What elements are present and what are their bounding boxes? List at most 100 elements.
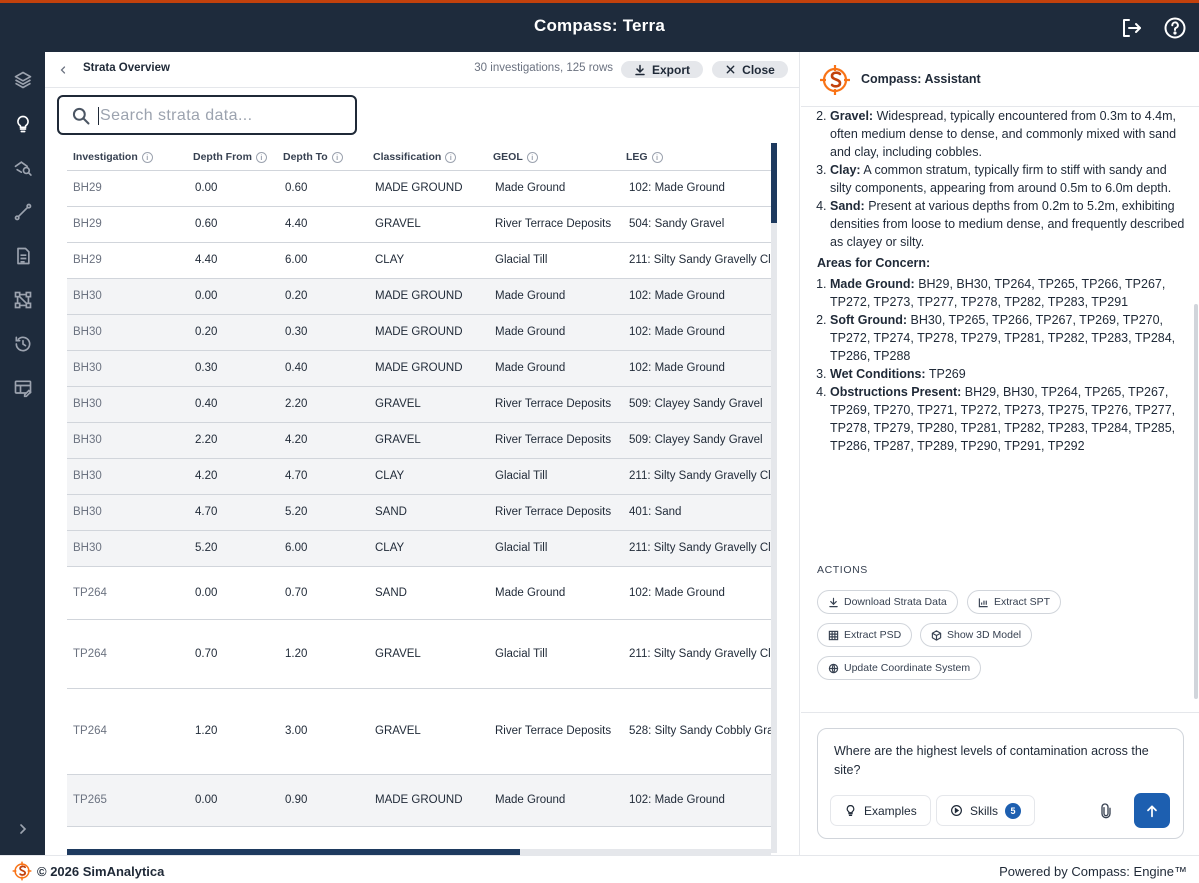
horizontal-scroll-thumb[interactable] bbox=[67, 849, 520, 856]
table-row[interactable]: TP264 0.00 0.70 SAND Made Ground 102: Made Gr… bbox=[67, 567, 771, 620]
info-icon[interactable]: i bbox=[526, 151, 538, 163]
column-header[interactable]: Classification i bbox=[373, 151, 457, 163]
list-item-label: Clay: bbox=[830, 163, 861, 177]
layers-icon[interactable] bbox=[8, 65, 37, 94]
close-button[interactable]: Close bbox=[712, 61, 788, 78]
info-icon[interactable]: i bbox=[141, 151, 153, 163]
table-cell: Made Ground bbox=[495, 326, 566, 338]
assistant-scrollbar[interactable] bbox=[1194, 304, 1198, 699]
column-header[interactable]: Depth From i bbox=[193, 151, 267, 163]
table-row[interactable]: BH30 4.70 5.20 SAND River Terrace Deposits 40… bbox=[67, 495, 771, 531]
table-cell: 401: Sand bbox=[629, 506, 682, 518]
history-icon[interactable] bbox=[8, 329, 37, 358]
table-row[interactable]: BH30 2.20 4.20 GRAVEL River Terrace Deposits… bbox=[67, 423, 771, 459]
table-cell: BH30 bbox=[73, 362, 102, 374]
table-cell: MADE GROUND bbox=[375, 290, 463, 302]
table-cell: 0.00 bbox=[195, 587, 218, 599]
search-box[interactable] bbox=[57, 95, 357, 135]
list-item: Wet Conditions: TP269 bbox=[830, 365, 1189, 383]
info-icon[interactable]: i bbox=[255, 151, 267, 163]
download-strata-button[interactable]: Download Strata Data bbox=[817, 590, 958, 614]
send-button[interactable] bbox=[1134, 793, 1170, 828]
vertical-scroll-thumb[interactable] bbox=[771, 143, 777, 223]
bar-chart-icon bbox=[978, 597, 989, 608]
table-row[interactable]: BH30 0.00 0.20 MADE GROUND Made Ground 102: M… bbox=[67, 279, 771, 315]
table-cell: Made Ground bbox=[495, 290, 566, 302]
table-edit-icon[interactable] bbox=[8, 373, 37, 402]
table-cell: 0.60 bbox=[195, 218, 218, 230]
line-measure-icon[interactable] bbox=[8, 197, 37, 226]
table-cell: 211: Silty Sandy Gravelly Clay bbox=[629, 542, 771, 554]
table-cell: 0.00 bbox=[195, 182, 218, 194]
lightbulb-icon[interactable] bbox=[8, 109, 37, 138]
table-cell: Made Ground bbox=[495, 182, 566, 194]
export-label: Export bbox=[651, 62, 690, 77]
list-item-text: A common stratum, typically firm to stif… bbox=[830, 163, 1172, 195]
table-cell: TP265 bbox=[73, 794, 107, 806]
horizontal-scrollbar[interactable] bbox=[67, 849, 771, 856]
document-icon[interactable] bbox=[8, 241, 37, 270]
update-coordinate-button[interactable]: Update Coordinate System bbox=[817, 656, 982, 680]
table-row[interactable]: BH30 0.30 0.40 MADE GROUND Made Ground 102: M… bbox=[67, 351, 771, 387]
search-map-icon[interactable] bbox=[8, 153, 37, 182]
info-icon[interactable]: i bbox=[651, 151, 663, 163]
column-header[interactable]: Investigation i bbox=[73, 151, 153, 163]
export-button[interactable]: Export bbox=[621, 61, 703, 78]
help-icon[interactable] bbox=[1161, 14, 1189, 42]
list-item-label: Wet Conditions: bbox=[830, 367, 926, 381]
list-item-text: Widespread, typically encountered from 0… bbox=[830, 109, 1177, 159]
info-icon[interactable]: i bbox=[445, 151, 457, 163]
table-cell: 4.20 bbox=[285, 434, 308, 446]
vertical-scrollbar[interactable] bbox=[771, 143, 777, 853]
table-cell: GRAVEL bbox=[375, 398, 421, 410]
table-cell: 0.20 bbox=[285, 290, 308, 302]
table-cell: 0.60 bbox=[285, 182, 308, 194]
column-header-label: LEG bbox=[626, 151, 648, 163]
table-cell: River Terrace Deposits bbox=[495, 725, 612, 737]
chat-input[interactable]: Where are the highest levels of contamin… bbox=[834, 744, 1149, 777]
table-row[interactable]: BH30 0.20 0.30 MADE GROUND Made Ground 102: M… bbox=[67, 315, 771, 351]
table-row[interactable]: BH29 4.40 6.00 CLAY Glacial Till 211: Silty S… bbox=[67, 243, 771, 279]
table-cell: 5.20 bbox=[285, 506, 308, 518]
table-row[interactable]: BH29 0.60 4.40 GRAVEL River Terrace Deposits… bbox=[67, 207, 771, 243]
arrow-up-icon bbox=[1147, 804, 1157, 817]
skills-button[interactable]: Skills 5 bbox=[936, 795, 1036, 826]
back-chevron-icon[interactable] bbox=[55, 62, 71, 78]
list-item-text: BH29, BH30, TP264, TP265, TP267, TP269, … bbox=[830, 385, 1176, 453]
table-cell: BH30 bbox=[73, 398, 102, 410]
strata-meta: 30 investigations, 125 rows bbox=[474, 62, 613, 74]
show-3d-model-button[interactable]: Show 3D Model bbox=[920, 623, 1033, 647]
table-cell: 211: Silty Sandy Gravelly Clay bbox=[629, 254, 771, 266]
table-cell: SAND bbox=[375, 506, 407, 518]
search-input[interactable] bbox=[100, 104, 345, 128]
list-item-text: BH29, BH30, TP264, TP265, TP266, TP267, … bbox=[830, 277, 1166, 309]
table-row[interactable]: BH30 0.40 2.20 GRAVEL River Terrace Deposits… bbox=[67, 387, 771, 423]
table-row[interactable]: BH30 5.20 6.00 CLAY Glacial Till 211: Silty S… bbox=[67, 531, 771, 567]
table-row[interactable]: BH30 4.20 4.70 CLAY Glacial Till 211: Silty S… bbox=[67, 459, 771, 495]
table-row[interactable]: TP264 0.70 1.20 GRAVEL Glacial Till 211: Silt… bbox=[67, 620, 771, 689]
assistant-header: Compass: Assistant bbox=[801, 52, 1199, 107]
extract-psd-button[interactable]: Extract PSD bbox=[817, 623, 913, 647]
list-item-text: Present at various depths from 0.2m to 5… bbox=[830, 199, 1185, 249]
table-row[interactable]: TP265 0.00 0.90 MADE GROUND Made Ground 102: … bbox=[67, 775, 771, 827]
attach-icon[interactable] bbox=[1094, 799, 1118, 823]
table-cell: CLAY bbox=[375, 254, 405, 266]
column-header-label: Depth From bbox=[193, 151, 252, 163]
info-icon[interactable]: i bbox=[331, 151, 343, 163]
network-icon[interactable] bbox=[8, 285, 37, 314]
list-item-label: Sand: bbox=[830, 199, 865, 213]
column-header[interactable]: LEG i bbox=[626, 151, 663, 163]
table-cell: 4.70 bbox=[285, 470, 308, 482]
table-cell: 3.00 bbox=[285, 725, 308, 737]
examples-button[interactable]: Examples bbox=[830, 795, 931, 826]
column-header[interactable]: GEOL i bbox=[493, 151, 538, 163]
table-row[interactable]: BH29 0.00 0.60 MADE GROUND Made Ground 102: M… bbox=[67, 171, 771, 207]
column-header[interactable]: Depth To i bbox=[283, 151, 343, 163]
logout-icon[interactable] bbox=[1117, 14, 1145, 42]
table-cell: 4.40 bbox=[285, 218, 308, 230]
chevron-right-icon[interactable] bbox=[8, 814, 37, 843]
table-cell: GRAVEL bbox=[375, 725, 421, 737]
table-cell: 102: Made Ground bbox=[629, 362, 725, 374]
table-row[interactable]: TP264 1.20 3.00 GRAVEL River Terrace Deposit… bbox=[67, 689, 771, 775]
extract-spt-button[interactable]: Extract SPT bbox=[967, 590, 1062, 614]
